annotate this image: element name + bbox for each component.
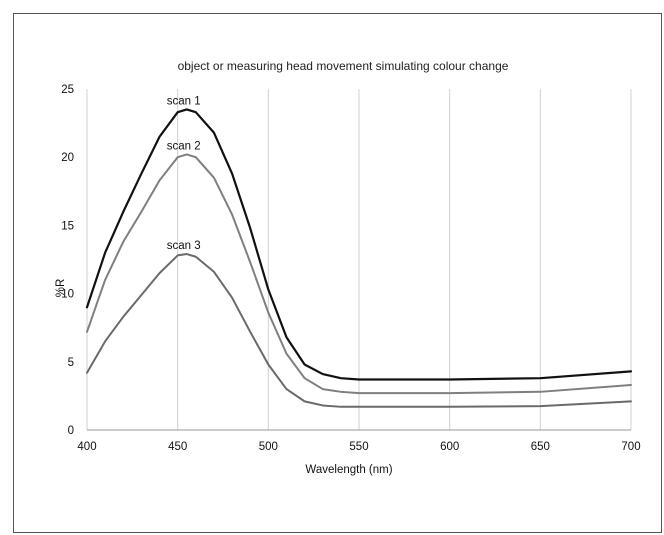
label-layer: scan 1 scan 2 scan 3: [167, 95, 201, 252]
series-line-scan-3: [86, 253, 632, 408]
chart-frame: 400 450 500 550 600 650 700 0 5 10 15 20 25 scan 1 sc…: [13, 13, 662, 533]
chart-title: object or measuring head movement simula…: [178, 59, 509, 73]
y-tick-label-25: 25: [61, 84, 74, 96]
x-axis-title: Wavelength (nm): [305, 464, 392, 476]
y-tick-label-15: 15: [61, 220, 74, 232]
grid-layer: [86, 89, 632, 430]
y-tick-label-0: 0: [68, 425, 74, 437]
x-tick-label-500: 500: [259, 441, 278, 453]
x-tick-label-700: 700: [621, 441, 640, 453]
x-tick-label-400: 400: [77, 441, 96, 453]
y-tick-label-20: 20: [61, 152, 74, 164]
y-tick-label-10: 10: [61, 289, 74, 301]
x-tick-label-650: 650: [531, 441, 550, 453]
series-layer: [85, 108, 633, 408]
series-label-scan-1: scan 1: [167, 95, 201, 107]
series-line-scan-2: [86, 153, 632, 395]
series-line-scan-1: [85, 108, 633, 381]
y-tick-label-5: 5: [68, 357, 74, 369]
x-tick-label-450: 450: [168, 441, 187, 453]
y-axis-title: %R: [55, 279, 67, 298]
series-label-scan-2: scan 2: [167, 140, 201, 152]
axis-layer: 400 450 500 550 600 650 700 0 5 10 15 20 25: [61, 84, 640, 453]
x-tick-label-550: 550: [349, 441, 368, 453]
x-tick-label-600: 600: [440, 441, 459, 453]
series-label-scan-3: scan 3: [167, 240, 201, 252]
